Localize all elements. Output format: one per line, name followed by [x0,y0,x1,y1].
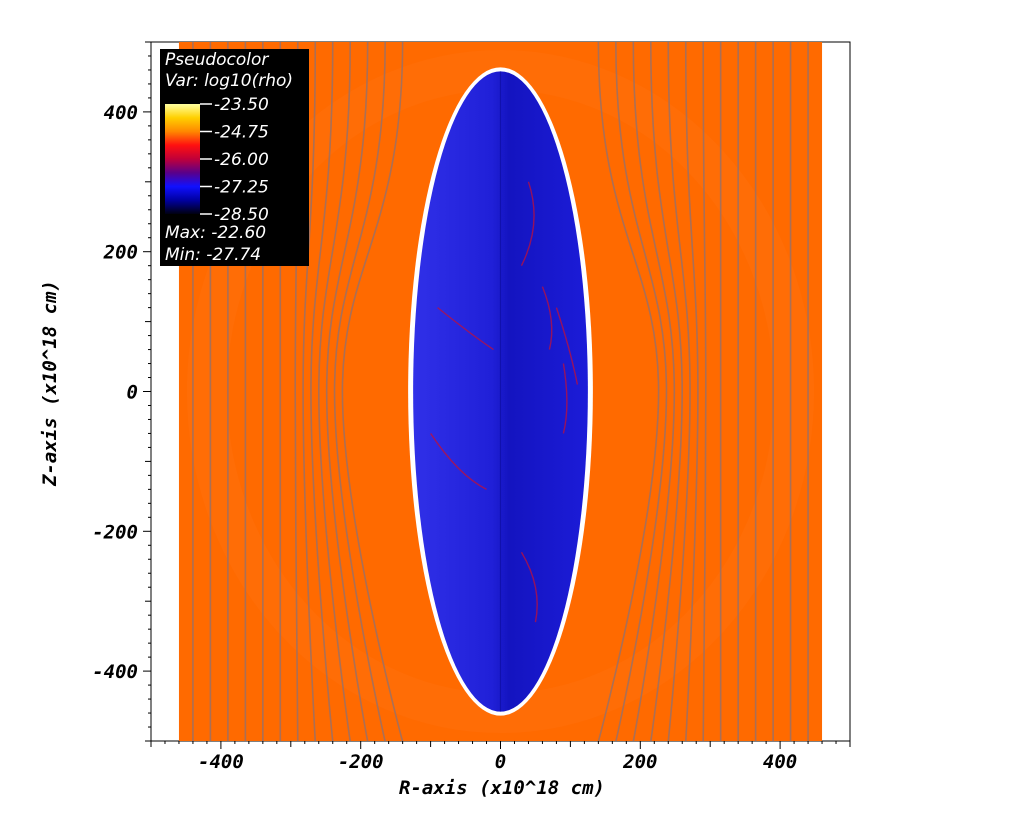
x-tick-label: 200 [622,751,657,773]
legend-level-label: -24.75 [214,123,269,143]
filament [555,307,579,385]
legend-level-label: -27.25 [214,178,269,198]
field-line [310,42,334,741]
x-tick-label: -200 [338,751,384,773]
filament [520,181,535,266]
legend: Pseudocolor Var: log10(rho) -23.50 -24.75… [160,49,309,266]
field-line [667,42,691,741]
field-line [318,42,352,741]
y-axis-ticks: 400 200 0 -200 -400 [92,41,151,742]
y-tick-label: -200 [92,521,138,543]
field-line [649,42,683,741]
y-axis-title: Z-axis (x10^18 cm) [39,280,61,487]
legend-level-label: -26.00 [214,150,269,170]
field-line [597,42,660,741]
legend-variable: Var: log10(rho) [165,71,293,91]
filament [437,307,494,351]
x-axis-ticks: -400 -200 0 200 400 [150,741,851,773]
legend-level-label: -23.50 [214,95,269,115]
filament [541,286,553,350]
filament [520,551,538,623]
field-line [702,42,707,741]
field-line [341,42,404,741]
legend-level-label: -28.50 [214,205,269,225]
field-line [632,42,676,741]
y-tick-label: -400 [92,661,138,683]
y-tick-label: 400 [104,102,138,124]
y-tick-label: 0 [127,382,138,404]
cavity-filaments [430,181,579,623]
field-line [302,42,317,741]
field-line [333,42,386,741]
legend-levels: -23.50 -24.75 -26.00 -27.25 -28.50 [200,95,269,225]
x-tick-label: 400 [763,751,797,773]
filament [430,433,487,490]
x-tick-label: -400 [198,751,244,773]
legend-colorbar [165,104,200,214]
filament [562,363,568,434]
field-line [325,42,369,741]
x-tick-label: 0 [495,751,506,773]
legend-min: Min: -27.74 [165,245,261,265]
field-line [615,42,668,741]
y-tick-label: 200 [103,242,138,264]
legend-max: Max: -22.60 [165,223,266,243]
legend-title: Pseudocolor [165,50,269,70]
field-line [684,42,699,741]
x-axis-title: R-axis (x10^18 cm) [399,777,605,799]
